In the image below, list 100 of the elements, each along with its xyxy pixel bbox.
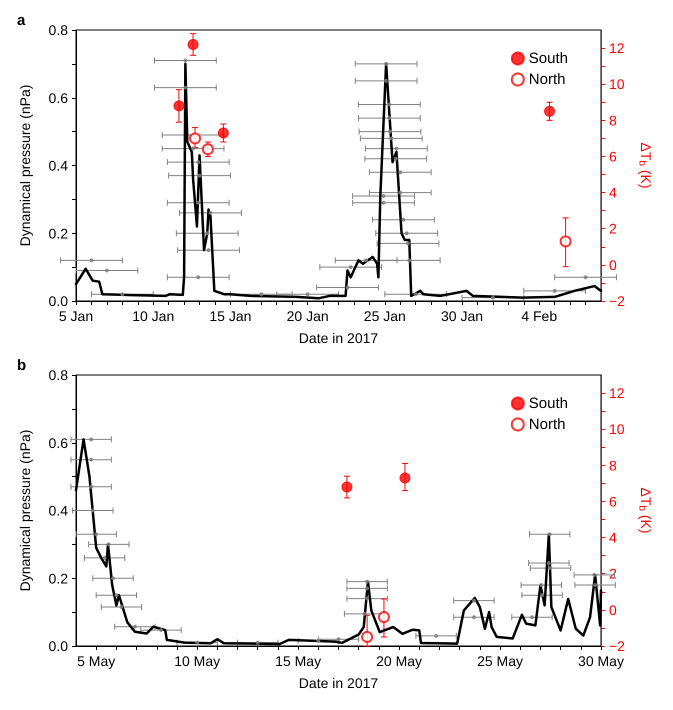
point — [540, 593, 544, 598]
y2-tick-label: 2 — [609, 220, 617, 237]
y2-tick-label: 4 — [609, 530, 617, 546]
point — [89, 484, 94, 489]
point — [472, 598, 476, 603]
point — [365, 586, 370, 590]
point — [472, 615, 476, 620]
y2-tick-label: 10 — [609, 421, 625, 438]
y-tick-label: 0.0 — [48, 638, 68, 654]
chart-title: a — [17, 12, 26, 29]
y-tick-label: 0.4 — [48, 502, 68, 518]
x-tick-label: 5 Jan — [58, 308, 94, 324]
point — [191, 146, 196, 151]
point — [394, 146, 398, 151]
point — [384, 78, 388, 83]
legend-label: North — [528, 416, 566, 433]
point — [394, 156, 398, 161]
y2-tick-label: 4 — [609, 184, 617, 201]
point — [552, 288, 557, 293]
point — [119, 605, 124, 610]
point — [592, 572, 596, 577]
point — [539, 583, 544, 588]
chart-title: b — [17, 357, 26, 374]
legend-label: South — [528, 50, 568, 67]
point — [365, 596, 370, 601]
legend-label: North — [528, 71, 566, 88]
x-tick-label: 25 May — [477, 653, 523, 669]
y-tick-label: 0.8 — [48, 367, 68, 383]
point — [173, 100, 184, 112]
point — [132, 624, 137, 629]
x-tick-label: 20 Jan — [286, 308, 329, 324]
point — [384, 62, 388, 66]
point — [544, 106, 556, 117]
point — [398, 170, 402, 174]
point — [434, 634, 438, 638]
point — [387, 102, 392, 107]
y2-tick-label: 0 — [609, 256, 617, 273]
point — [89, 437, 94, 442]
point — [546, 561, 551, 566]
point — [111, 576, 116, 580]
point — [206, 248, 211, 252]
point — [104, 268, 109, 273]
x-tick-label: 30 Jan — [441, 308, 484, 324]
point — [196, 275, 200, 280]
y-axis-title: Dynamical pressure (nPa) — [17, 430, 33, 592]
point — [387, 116, 392, 120]
y-axis-title: Dynamical pressure (nPa) — [17, 84, 33, 246]
point — [548, 566, 553, 570]
y-tick-label: 0.6 — [48, 90, 68, 106]
point — [196, 160, 200, 164]
x-tick-label: 15 May — [275, 653, 322, 669]
point — [346, 285, 350, 290]
x-tick-label: 25 Jan — [364, 308, 406, 324]
y2-tick-label: 8 — [609, 112, 617, 128]
point — [205, 231, 210, 236]
y2-tick-label: −2 — [609, 638, 626, 654]
point — [560, 235, 572, 248]
point — [120, 292, 124, 296]
y2-tick-label: 0 — [609, 602, 617, 618]
point — [530, 615, 534, 620]
point — [196, 200, 200, 205]
y-tick-label: 0.4 — [48, 158, 68, 174]
x-axis-title: Date in 2017 — [298, 675, 378, 691]
x-tick-label: 10 May — [174, 653, 220, 669]
y2-tick-label: 8 — [609, 457, 617, 474]
point — [593, 583, 598, 588]
point — [389, 136, 394, 140]
point — [94, 532, 98, 536]
x-tick-label: 4 Feb — [521, 308, 558, 324]
point — [89, 258, 94, 262]
x-tick-label: 20 May — [376, 653, 422, 669]
y-tick-label: 0.2 — [48, 225, 68, 242]
point — [490, 296, 495, 300]
point — [336, 637, 340, 642]
y2-tick-label: 6 — [609, 148, 617, 164]
point — [548, 532, 552, 536]
y2-axis-title: ΔTb (K) — [636, 487, 654, 534]
point — [316, 638, 320, 643]
point — [256, 640, 260, 645]
y2-tick-label: 12 — [609, 385, 625, 402]
y2-tick-label: 12 — [609, 40, 625, 56]
legend-label: South — [528, 395, 568, 412]
point — [189, 132, 202, 144]
point — [106, 542, 111, 546]
point — [398, 190, 402, 195]
x-tick-label: 10 Jan — [132, 308, 174, 324]
point — [361, 630, 374, 643]
point — [399, 472, 410, 484]
point — [183, 86, 188, 90]
point — [195, 640, 200, 645]
point — [102, 556, 107, 560]
point — [404, 231, 409, 236]
point — [158, 628, 163, 632]
point — [183, 58, 188, 62]
y2-tick-label: 10 — [609, 76, 625, 92]
point — [89, 458, 94, 462]
y-tick-label: 0.8 — [48, 22, 68, 38]
point — [382, 194, 386, 198]
y2-axis-title: ΔTb (K) — [636, 142, 654, 189]
point — [378, 611, 390, 624]
